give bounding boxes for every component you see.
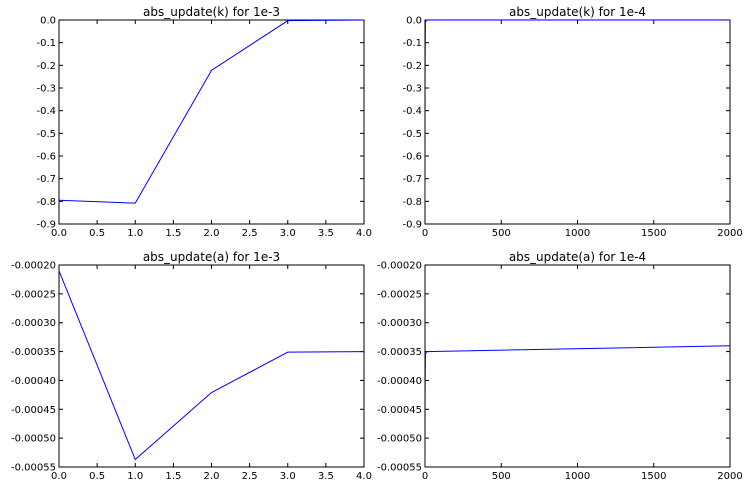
y-tick-label: -0.9	[36, 220, 56, 231]
x-tick-label: 1500	[641, 471, 666, 482]
subplot-title: abs_update(k) for 1e-3	[143, 5, 280, 19]
x-tick-label: 1.5	[165, 228, 181, 239]
y-tick-label: -0.7	[402, 174, 422, 185]
subplot-title: abs_update(a) for 1e-3	[143, 250, 280, 264]
series-line	[425, 345, 730, 467]
x-tick-label: 1500	[641, 228, 666, 239]
y-tick-label: -0.00030	[11, 318, 56, 329]
y-tick-label: -0.00020	[11, 261, 56, 272]
x-tick-label: 4.0	[356, 228, 372, 239]
y-tick-label: -0.3	[36, 84, 56, 95]
y-tick-label: -0.00040	[11, 376, 56, 387]
x-tick-label: 2000	[717, 471, 742, 482]
x-tick-label: 1.5	[165, 471, 181, 482]
y-tick-label: -0.7	[36, 174, 56, 185]
x-tick-label: 0.0	[51, 471, 67, 482]
y-tick-label: -0.6	[36, 152, 56, 163]
series-line	[425, 20, 730, 202]
x-tick-label: 0.0	[51, 228, 67, 239]
x-tick-label: 1000	[565, 471, 590, 482]
y-tick-label: -0.4	[36, 106, 56, 117]
y-tick-label: -0.00045	[377, 405, 422, 416]
x-tick-label: 2.0	[204, 228, 220, 239]
y-tick-label: -0.9	[402, 220, 422, 231]
subplot-2: abs_update(k) for 1e-4 0 500 1000 1500 2000 0.…	[402, 5, 742, 239]
x-tick-label: 0.5	[89, 228, 105, 239]
x-tick-label: 2000	[717, 228, 742, 239]
subplot-1: abs_update(k) for 1e-3 0.0 0.5 1.0 1.5 2.0 2.5…	[36, 5, 371, 239]
x-tick-label: 4.0	[356, 471, 372, 482]
y-tick-label: -0.00020	[377, 261, 422, 272]
x-tick-label: 2.5	[242, 471, 258, 482]
x-tick-label: 3.5	[318, 228, 334, 239]
y-tick-label: -0.00030	[377, 318, 422, 329]
y-tick-label: -0.8	[402, 197, 422, 208]
series-line	[59, 270, 364, 461]
x-tick-label: 2.0	[204, 471, 220, 482]
subplot-title: abs_update(k) for 1e-4	[509, 5, 646, 19]
y-tick-label: -0.1	[402, 38, 422, 49]
y-tick-label: -0.00025	[377, 289, 422, 300]
x-tick-label: 500	[492, 471, 511, 482]
y-tick-label: -0.00035	[377, 347, 422, 358]
y-tick-label: 0.0	[40, 16, 56, 27]
y-tick-label: -0.5	[36, 129, 56, 140]
y-tick-label: -0.00050	[11, 434, 56, 445]
plot-frame	[424, 264, 731, 468]
y-tick-label: -0.3	[402, 84, 422, 95]
subplot-3: abs_update(a) for 1e-3 0.0 0.5 1.0 1.5 2.0 2.5…	[11, 250, 372, 482]
x-tick-label: 3.0	[280, 228, 296, 239]
x-tick-label: 3.5	[318, 471, 334, 482]
y-tick-label: -0.00050	[377, 434, 422, 445]
y-tick-label: -0.2	[402, 61, 422, 72]
x-tick-label: 1000	[565, 228, 590, 239]
y-tick-label: -0.4	[402, 106, 422, 117]
y-tick-label: -0.2	[36, 61, 56, 72]
y-tick-label: -0.5	[402, 129, 422, 140]
subplot-title: abs_update(a) for 1e-4	[509, 250, 646, 264]
y-tick-label: 0.0	[406, 16, 422, 27]
x-tick-label: 0.5	[89, 471, 105, 482]
y-tick-label: -0.00025	[11, 289, 56, 300]
x-tick-label: 0	[422, 471, 428, 482]
plot-frame	[424, 19, 731, 225]
x-tick-label: 500	[492, 228, 511, 239]
plot-frame	[58, 264, 365, 468]
y-tick-label: -0.1	[36, 38, 56, 49]
y-tick-label: -0.00040	[377, 376, 422, 387]
x-tick-label: 2.5	[242, 228, 258, 239]
x-tick-label: 3.0	[280, 471, 296, 482]
x-tick-label: 1.0	[127, 228, 143, 239]
subplot-4: abs_update(a) for 1e-4 0 500 1000 1500 2000 -0…	[377, 250, 743, 482]
x-tick-label: 1.0	[127, 471, 143, 482]
y-tick-label: -0.00055	[11, 463, 56, 474]
y-tick-label: -0.00035	[11, 347, 56, 358]
y-tick-label: -0.6	[402, 152, 422, 163]
y-tick-label: -0.8	[36, 197, 56, 208]
y-tick-label: -0.00045	[11, 405, 56, 416]
series-line	[59, 20, 364, 204]
x-tick-label: 0	[422, 228, 428, 239]
plot-frame	[58, 19, 365, 225]
y-tick-label: -0.00055	[377, 463, 422, 474]
